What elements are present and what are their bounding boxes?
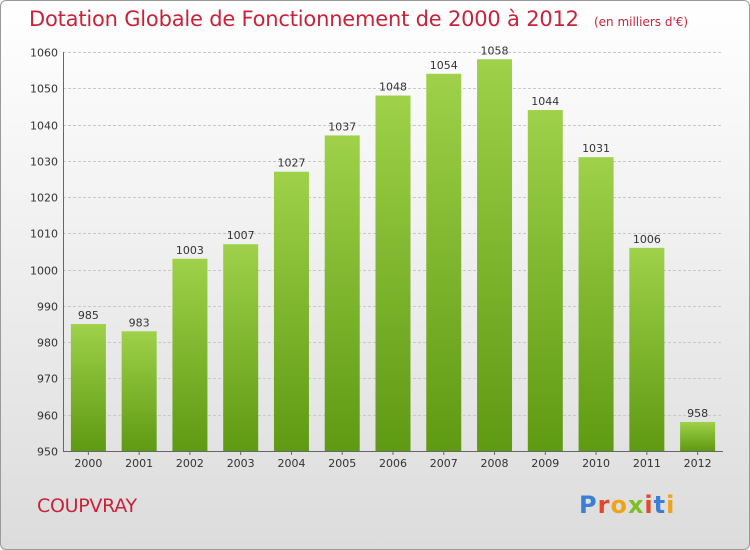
commune-name: COUPVRAY — [37, 495, 137, 517]
value-label-2012: 958 — [687, 407, 708, 420]
y-tick-label: 970 — [37, 373, 58, 386]
x-tick-label-2000: 2000 — [74, 457, 102, 470]
x-tick-label-2004: 2004 — [277, 457, 305, 470]
bar-2001 — [121, 331, 157, 451]
title-row: Dotation Globale de Fonctionnement de 20… — [29, 7, 688, 31]
y-tick-label: 960 — [37, 410, 58, 423]
bar-2004 — [273, 171, 309, 451]
value-label-2011: 1006 — [633, 233, 661, 246]
bar-2003 — [223, 244, 259, 451]
y-tick-label: 1030 — [30, 156, 58, 169]
bar-layer — [70, 59, 716, 451]
x-tick-label-2002: 2002 — [176, 457, 204, 470]
logo-letter: r — [597, 491, 611, 519]
value-label-2004: 1027 — [277, 157, 305, 170]
x-tick-label-2006: 2006 — [379, 457, 407, 470]
y-tick-label: 980 — [37, 337, 58, 350]
y-tick-label: 950 — [37, 446, 58, 459]
x-tick-label-2009: 2009 — [531, 457, 559, 470]
bar-2012 — [680, 421, 716, 451]
logo-letter: P — [579, 491, 598, 519]
x-tick-label-2010: 2010 — [582, 457, 610, 470]
bar-2008 — [477, 59, 513, 451]
logo-letter: i — [666, 491, 676, 519]
y-tick-label: 1010 — [30, 228, 58, 241]
value-label-2007: 1054 — [430, 59, 458, 72]
value-label-2002: 1003 — [176, 244, 204, 257]
logo-letter: i — [644, 491, 654, 519]
y-tick-label: 1000 — [30, 265, 58, 278]
value-label-2006: 1048 — [379, 81, 407, 94]
y-tick-label: 1060 — [30, 47, 58, 60]
x-tick-label-2001: 2001 — [125, 457, 153, 470]
value-label-2001: 983 — [129, 316, 150, 329]
x-tick-label-2005: 2005 — [328, 457, 356, 470]
bar-2006 — [375, 95, 411, 451]
bar-2010 — [578, 157, 614, 451]
x-tick-label-2007: 2007 — [430, 457, 458, 470]
y-tick-label: 990 — [37, 301, 58, 314]
label-layer: 950 960 970 980 990 1000 1010 1020 1030 1040 1050 1… — [30, 44, 712, 470]
value-label-2000: 985 — [78, 309, 99, 322]
y-tick-label: 1020 — [30, 192, 58, 205]
y-tick-label: 1040 — [30, 120, 58, 133]
bar-2009 — [527, 110, 563, 451]
x-tick-label-2008: 2008 — [481, 457, 509, 470]
logo-letter: x — [627, 491, 645, 519]
proxiti-logo[interactable]: Proxiti — [579, 491, 675, 519]
bar-2005 — [324, 135, 360, 451]
bar-2000 — [70, 324, 106, 451]
value-label-2009: 1044 — [531, 95, 559, 108]
bar-2007 — [426, 73, 462, 451]
logo-letter: t — [653, 491, 667, 519]
x-tick-label-2003: 2003 — [227, 457, 255, 470]
value-label-2008: 1058 — [481, 44, 509, 57]
chart-title: Dotation Globale de Fonctionnement de 20… — [29, 7, 579, 31]
x-tick-label-2011: 2011 — [633, 457, 661, 470]
bar-2002 — [172, 258, 208, 451]
unit-note: (en milliers d'€) — [593, 15, 689, 29]
logo-letter: o — [610, 491, 628, 519]
value-label-2005: 1037 — [328, 120, 356, 133]
x-tick-label-2012: 2012 — [684, 457, 712, 470]
bar-2011 — [629, 247, 665, 451]
value-label-2010: 1031 — [582, 142, 610, 155]
y-tick-label: 1050 — [30, 83, 58, 96]
value-label-2003: 1007 — [227, 229, 255, 242]
